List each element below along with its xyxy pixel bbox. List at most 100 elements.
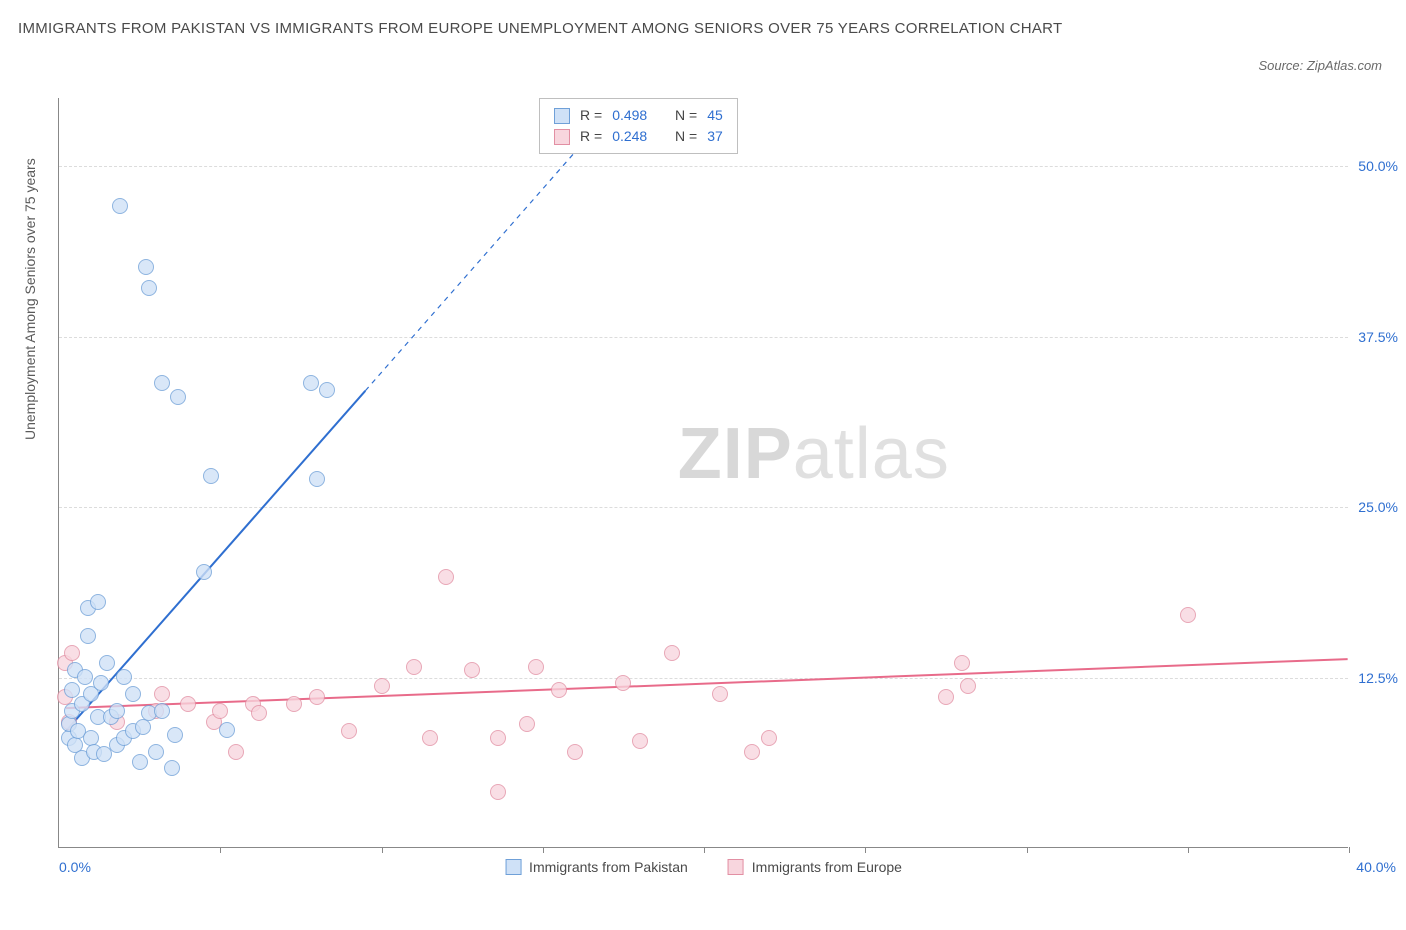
scatter-point-europe xyxy=(519,716,535,732)
scatter-point-europe xyxy=(567,744,583,760)
scatter-point-europe xyxy=(422,730,438,746)
scatter-point-pakistan xyxy=(196,564,212,580)
scatter-point-europe xyxy=(528,659,544,675)
scatter-point-europe xyxy=(960,678,976,694)
n-value-europe: 37 xyxy=(707,126,723,147)
x-tick xyxy=(865,847,866,853)
scatter-point-europe xyxy=(551,682,567,698)
scatter-point-pakistan xyxy=(125,686,141,702)
x-tick xyxy=(1027,847,1028,853)
scatter-point-europe xyxy=(251,705,267,721)
scatter-point-europe xyxy=(341,723,357,739)
y-axis-label: Unemployment Among Seniors over 75 years xyxy=(22,158,38,440)
x-axis-min-label: 0.0% xyxy=(59,859,91,875)
source-attribution: Source: ZipAtlas.com xyxy=(1258,58,1382,73)
scatter-point-pakistan xyxy=(141,280,157,296)
scatter-point-pakistan xyxy=(109,703,125,719)
scatter-point-pakistan xyxy=(99,655,115,671)
scatter-point-europe xyxy=(464,662,480,678)
x-tick xyxy=(1349,847,1350,853)
y-tick-label: 37.5% xyxy=(1358,329,1398,345)
correlation-stats-legend: R = 0.498 N = 45 R = 0.248 N = 37 xyxy=(539,98,738,154)
x-tick xyxy=(704,847,705,853)
series-legend: Immigrants from Pakistan Immigrants from… xyxy=(505,859,902,875)
scatter-point-pakistan xyxy=(154,703,170,719)
scatter-point-europe xyxy=(664,645,680,661)
scatter-point-pakistan xyxy=(154,375,170,391)
x-tick xyxy=(220,847,221,853)
scatter-point-pakistan xyxy=(203,468,219,484)
scatter-point-europe xyxy=(744,744,760,760)
scatter-point-pakistan xyxy=(112,198,128,214)
scatter-point-pakistan xyxy=(309,471,325,487)
scatter-point-pakistan xyxy=(132,754,148,770)
watermark-left: ZIP xyxy=(678,414,793,494)
scatter-point-pakistan xyxy=(148,744,164,760)
scatter-point-europe xyxy=(154,686,170,702)
scatter-point-pakistan xyxy=(116,669,132,685)
legend-item-pakistan: Immigrants from Pakistan xyxy=(505,859,688,875)
x-tick xyxy=(1188,847,1189,853)
scatter-point-europe xyxy=(228,744,244,760)
x-axis-max-label: 40.0% xyxy=(1356,859,1396,875)
n-label: N = xyxy=(675,126,697,147)
scatter-point-pakistan xyxy=(319,382,335,398)
r-label: R = xyxy=(580,105,602,126)
scatter-point-europe xyxy=(64,645,80,661)
swatch-pakistan xyxy=(554,108,570,124)
r-value-pakistan: 0.498 xyxy=(612,105,647,126)
scatter-point-europe xyxy=(954,655,970,671)
scatter-point-europe xyxy=(286,696,302,712)
scatter-point-pakistan xyxy=(303,375,319,391)
scatter-point-pakistan xyxy=(167,727,183,743)
scatter-point-europe xyxy=(490,784,506,800)
scatter-point-europe xyxy=(309,689,325,705)
legend-label-pakistan: Immigrants from Pakistan xyxy=(529,859,688,875)
scatter-point-europe xyxy=(712,686,728,702)
scatter-point-europe xyxy=(406,659,422,675)
n-value-pakistan: 45 xyxy=(707,105,723,126)
chart-title: IMMIGRANTS FROM PAKISTAN VS IMMIGRANTS F… xyxy=(18,18,1063,41)
scatter-point-europe xyxy=(374,678,390,694)
watermark-right: atlas xyxy=(793,414,950,494)
r-value-europe: 0.248 xyxy=(612,126,647,147)
legend-item-europe: Immigrants from Europe xyxy=(728,859,902,875)
gridline-h xyxy=(59,507,1348,508)
scatter-point-pakistan xyxy=(90,594,106,610)
scatter-point-europe xyxy=(180,696,196,712)
scatter-point-pakistan xyxy=(164,760,180,776)
watermark: ZIPatlas xyxy=(678,413,950,495)
r-label: R = xyxy=(580,126,602,147)
stats-row-pakistan: R = 0.498 N = 45 xyxy=(554,105,723,126)
scatter-point-pakistan xyxy=(219,722,235,738)
gridline-h xyxy=(59,678,1348,679)
scatter-point-pakistan xyxy=(170,389,186,405)
scatter-point-europe xyxy=(490,730,506,746)
swatch-europe xyxy=(728,859,744,875)
scatter-point-europe xyxy=(632,733,648,749)
scatter-point-europe xyxy=(761,730,777,746)
scatter-point-europe xyxy=(1180,607,1196,623)
gridline-h xyxy=(59,166,1348,167)
scatter-plot-area: ZIPatlas 12.5%25.0%37.5%50.0% 0.0% 40.0%… xyxy=(58,98,1348,848)
gridline-h xyxy=(59,337,1348,338)
swatch-europe xyxy=(554,129,570,145)
y-tick-label: 25.0% xyxy=(1358,499,1398,515)
legend-label-europe: Immigrants from Europe xyxy=(752,859,902,875)
scatter-point-pakistan xyxy=(77,669,93,685)
swatch-pakistan xyxy=(505,859,521,875)
scatter-point-europe xyxy=(938,689,954,705)
scatter-point-europe xyxy=(212,703,228,719)
x-tick xyxy=(382,847,383,853)
x-tick xyxy=(543,847,544,853)
scatter-point-pakistan xyxy=(80,628,96,644)
n-label: N = xyxy=(675,105,697,126)
y-tick-label: 12.5% xyxy=(1358,670,1398,686)
y-tick-label: 50.0% xyxy=(1358,158,1398,174)
stats-row-europe: R = 0.248 N = 37 xyxy=(554,126,723,147)
scatter-point-pakistan xyxy=(138,259,154,275)
scatter-point-pakistan xyxy=(135,719,151,735)
scatter-point-europe xyxy=(615,675,631,691)
scatter-point-europe xyxy=(438,569,454,585)
scatter-point-pakistan xyxy=(93,675,109,691)
